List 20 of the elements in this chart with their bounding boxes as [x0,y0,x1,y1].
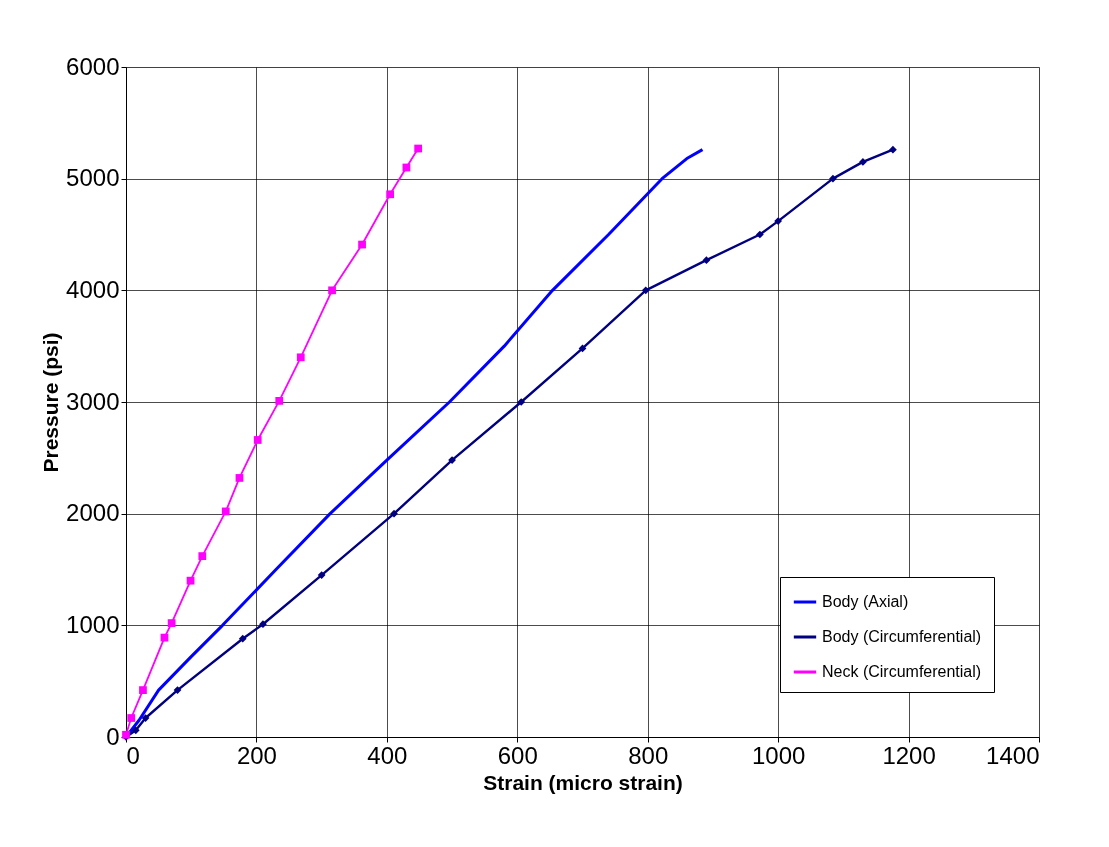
x-tick-label: 800 [628,741,669,769]
y-tick-label: 3000 [66,387,120,415]
legend-label: Body (Axial) [822,593,909,610]
y-axis-title: Pressure (psi) [39,332,63,473]
x-tick-label: 1400 [986,741,1040,769]
y-tick-label: 1000 [66,610,120,638]
y-tick-label: 4000 [66,275,120,303]
y-tick-label: 2000 [66,499,120,527]
x-tick-label: 1000 [751,741,806,769]
y-tick-label: 5000 [66,164,120,192]
x-tick-label: 1200 [882,741,936,769]
y-tick-label: 6000 [66,52,120,80]
legend-label: Body (Circumferential) [822,628,982,645]
x-axis-title: Strain (micro strain) [483,770,683,794]
legend-label: Neck (Circumferential) [822,663,982,680]
x-tick-label: 200 [236,741,277,769]
y-tick-label: 0 [106,722,120,750]
x-tick-label: 600 [497,741,538,769]
x-tick-label: 400 [367,741,408,769]
x-tick-label: 0 [126,741,140,769]
